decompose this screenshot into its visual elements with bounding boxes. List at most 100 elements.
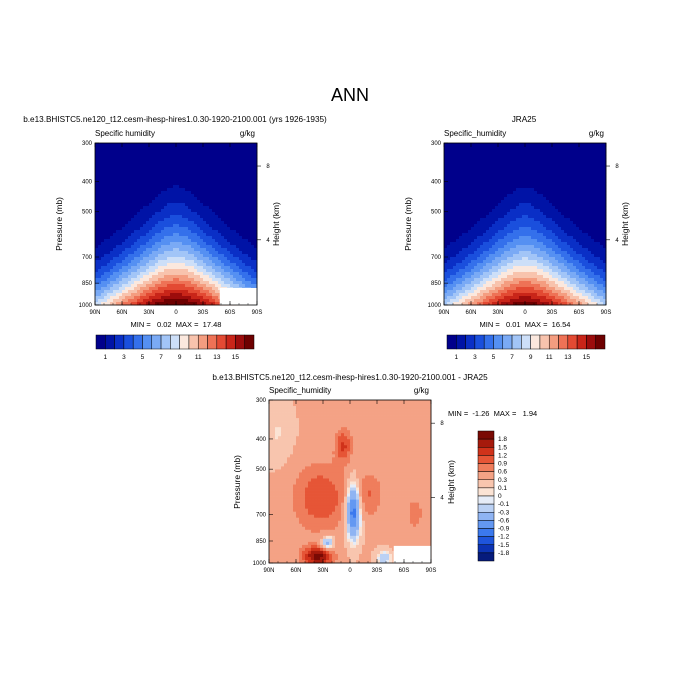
panel-diff-colorbar-swatch bbox=[477, 536, 495, 545]
panel-model-colorbar-swatch bbox=[151, 334, 162, 350]
panel-model-colorbar: 1 3 5 7 9 11 13 15 bbox=[95, 334, 255, 361]
panel-model-ytick-label: 500 bbox=[82, 210, 93, 216]
panel-model-xtick-label: 30S bbox=[198, 310, 209, 316]
panel-model-colorbar-swatch bbox=[123, 334, 134, 350]
panel-obs-colorbar-swatch bbox=[483, 334, 494, 350]
panel-obs-colorbar-swatch bbox=[502, 334, 513, 350]
panel-model-ylabel: Pressure (mb) bbox=[54, 197, 64, 251]
panel-diff-contour-field bbox=[269, 400, 432, 564]
panel-model-colorbar-swatch bbox=[170, 334, 180, 350]
panel-obs-xtick-label: 0 bbox=[523, 310, 527, 316]
panel-obs-colorbar-swatch bbox=[456, 334, 466, 350]
panel-diff-ytick-label: 850 bbox=[256, 539, 267, 545]
panel-model-colorbar-label: 15 bbox=[232, 354, 240, 361]
panel-model-colorbar-label: 1 bbox=[103, 354, 107, 361]
panel-diff-colorbar-swatch bbox=[477, 447, 495, 456]
panel-model-right-label: g/kg bbox=[240, 129, 255, 138]
panel-model-ytick-label: 400 bbox=[82, 180, 93, 186]
panel-obs: JRA25 Specific_humidity g/kg 90N 60N 30N 0 3… bbox=[403, 115, 630, 361]
panel-obs-colorbar-swatch bbox=[539, 334, 550, 350]
panel-diff-colorbar-swatch bbox=[477, 503, 495, 513]
panel-obs-colorbar-swatch bbox=[530, 334, 541, 350]
panel-obs-colorbar-swatch bbox=[595, 334, 606, 350]
panel-obs-axes: 90N 60N 30N 0 30S 60S 90S 300 400 500 700 850 1000 8 4 bbox=[428, 141, 620, 316]
panel-model-missing-data bbox=[219, 287, 257, 305]
panel-model-colorbar-swatch bbox=[179, 334, 190, 350]
panel-diff-colorbar-label: 1.8 bbox=[498, 436, 507, 443]
panel-obs-colorbar-swatch bbox=[465, 334, 476, 350]
panel-obs-xtick-label: 60N bbox=[465, 310, 476, 316]
panel-diff-ytick-label: 400 bbox=[256, 437, 267, 443]
panel-obs-ylabel: Pressure (mb) bbox=[403, 197, 413, 251]
panel-model-xtick-label: 0 bbox=[174, 310, 178, 316]
panel-model-ytick-label: 300 bbox=[82, 141, 93, 147]
panel-obs-colorbar-label: 9 bbox=[529, 354, 533, 361]
panel-diff-colorbar-swatch bbox=[477, 495, 495, 505]
panel-model-xtick-label: 90N bbox=[89, 310, 100, 316]
panel-diff-colorbar-label: -0.3 bbox=[498, 509, 510, 516]
panel-diff-colorbar-label: -0.1 bbox=[498, 501, 510, 508]
panel-obs-colorbar-swatch bbox=[576, 334, 587, 350]
panel-model-colorbar-swatch bbox=[207, 334, 218, 350]
panel-diff-colorbar-swatch bbox=[477, 552, 495, 562]
panel-diff-colorbar-label: 0.3 bbox=[498, 477, 507, 484]
panel-obs-colorbar-swatch bbox=[567, 334, 578, 350]
panel-model-xtick-label: 60S bbox=[225, 310, 236, 316]
panel-model-stats: MIN = 0.02 MAX = 17.48 bbox=[131, 320, 222, 329]
panel-model-contour-field bbox=[95, 143, 258, 306]
panel-obs-colorbar-swatch bbox=[474, 334, 485, 350]
panel-model-axes: 90N 60N 30N 0 30S 60S 90S 300 400 500 700 850 1000 8 4 bbox=[79, 141, 271, 316]
panel-obs-xtick-label: 90S bbox=[601, 310, 612, 316]
panel-obs-colorbar-swatch bbox=[521, 334, 531, 350]
panel-obs-contour-field bbox=[444, 143, 607, 306]
panel-diff-xtick-label: 30N bbox=[317, 568, 328, 574]
panel-diff-colorbar-label: 0.6 bbox=[498, 469, 507, 476]
panel-model-colorbar-swatch bbox=[95, 334, 106, 350]
panel-obs-left-label: Specific_humidity bbox=[444, 129, 506, 138]
panel-obs-ylabel-right: Height (km) bbox=[620, 202, 630, 246]
panel-obs-colorbar-label: 3 bbox=[473, 354, 477, 361]
panel-diff-colorbar-label: 1.5 bbox=[498, 444, 507, 451]
panel-diff-colorbar-label: 1.2 bbox=[498, 452, 507, 459]
panel-diff-colorbar-swatch bbox=[477, 463, 495, 472]
panel-obs-ytick-label: 700 bbox=[431, 255, 442, 261]
panel-model-ytick-right-label: 4 bbox=[266, 238, 270, 244]
panel-diff-stats: MIN = -1.26 MAX = 1.94 bbox=[448, 409, 537, 418]
panel-diff-colorbar-label: 0.1 bbox=[498, 485, 507, 492]
panel-diff-colorbar: 1.81.51.20.90.60.30.10-0.1-0.3-0.6-0.9-1… bbox=[477, 430, 510, 562]
panel-obs-colorbar-label: 7 bbox=[510, 354, 514, 361]
panel-diff-colorbar-swatch bbox=[477, 438, 495, 448]
panel-model-colorbar-swatch bbox=[225, 334, 236, 350]
panel-diff-colorbar-label: -0.9 bbox=[498, 526, 510, 533]
panel-diff-xtick-label: 0 bbox=[348, 568, 352, 574]
panel-obs-ytick-label: 1000 bbox=[428, 303, 442, 309]
panel-obs-colorbar-label: 15 bbox=[583, 354, 591, 361]
panel-model-colorbar-swatch bbox=[235, 334, 245, 350]
panel-obs-ytick-right-label: 8 bbox=[615, 164, 619, 170]
panel-model: b.e13.BHISTC5.ne120_t12.cesm-ihesp-hires… bbox=[23, 115, 327, 361]
figure-title: ANN bbox=[331, 85, 369, 105]
panel-obs-xtick-label: 30S bbox=[547, 310, 558, 316]
panel-obs-ytick-label: 400 bbox=[431, 180, 442, 186]
panel-diff-ytick-label: 700 bbox=[256, 513, 267, 519]
panel-diff-colorbar-swatch bbox=[477, 528, 495, 537]
panel-diff-colorbar-swatch bbox=[477, 520, 495, 529]
panel-diff-colorbar-swatch bbox=[477, 512, 495, 521]
panel-model-left-label: Specific humidity bbox=[95, 129, 155, 138]
panel-model-colorbar-swatch bbox=[160, 334, 171, 350]
panel-model-colorbar-swatch bbox=[142, 334, 153, 350]
panel-diff-xtick-label: 60N bbox=[290, 568, 301, 574]
panel-obs-ytick-label: 300 bbox=[431, 141, 442, 147]
panel-model-ytick-label: 850 bbox=[82, 281, 93, 287]
panel-diff-axes: 90N 60N 30N 0 30S 60S 90S 300 400 500 700 850 1000 8 4 bbox=[253, 398, 445, 574]
panel-diff-ylabel: Pressure (mb) bbox=[232, 455, 242, 509]
panel-model-colorbar-swatch bbox=[105, 334, 115, 350]
panel-model-title: b.e13.BHISTC5.ne120_t12.cesm-ihesp-hires… bbox=[23, 115, 327, 124]
panel-diff-colorbar-label: -1.5 bbox=[498, 542, 510, 549]
panel-obs-colorbar-swatch bbox=[511, 334, 522, 350]
panel-diff-ytick-label: 1000 bbox=[253, 561, 267, 567]
panel-model-colorbar-swatch bbox=[188, 334, 199, 350]
panel-diff-colorbar-label: 0.9 bbox=[498, 461, 507, 468]
panel-obs-colorbar-swatch bbox=[493, 334, 504, 350]
panel-model-colorbar-label: 7 bbox=[159, 354, 163, 361]
